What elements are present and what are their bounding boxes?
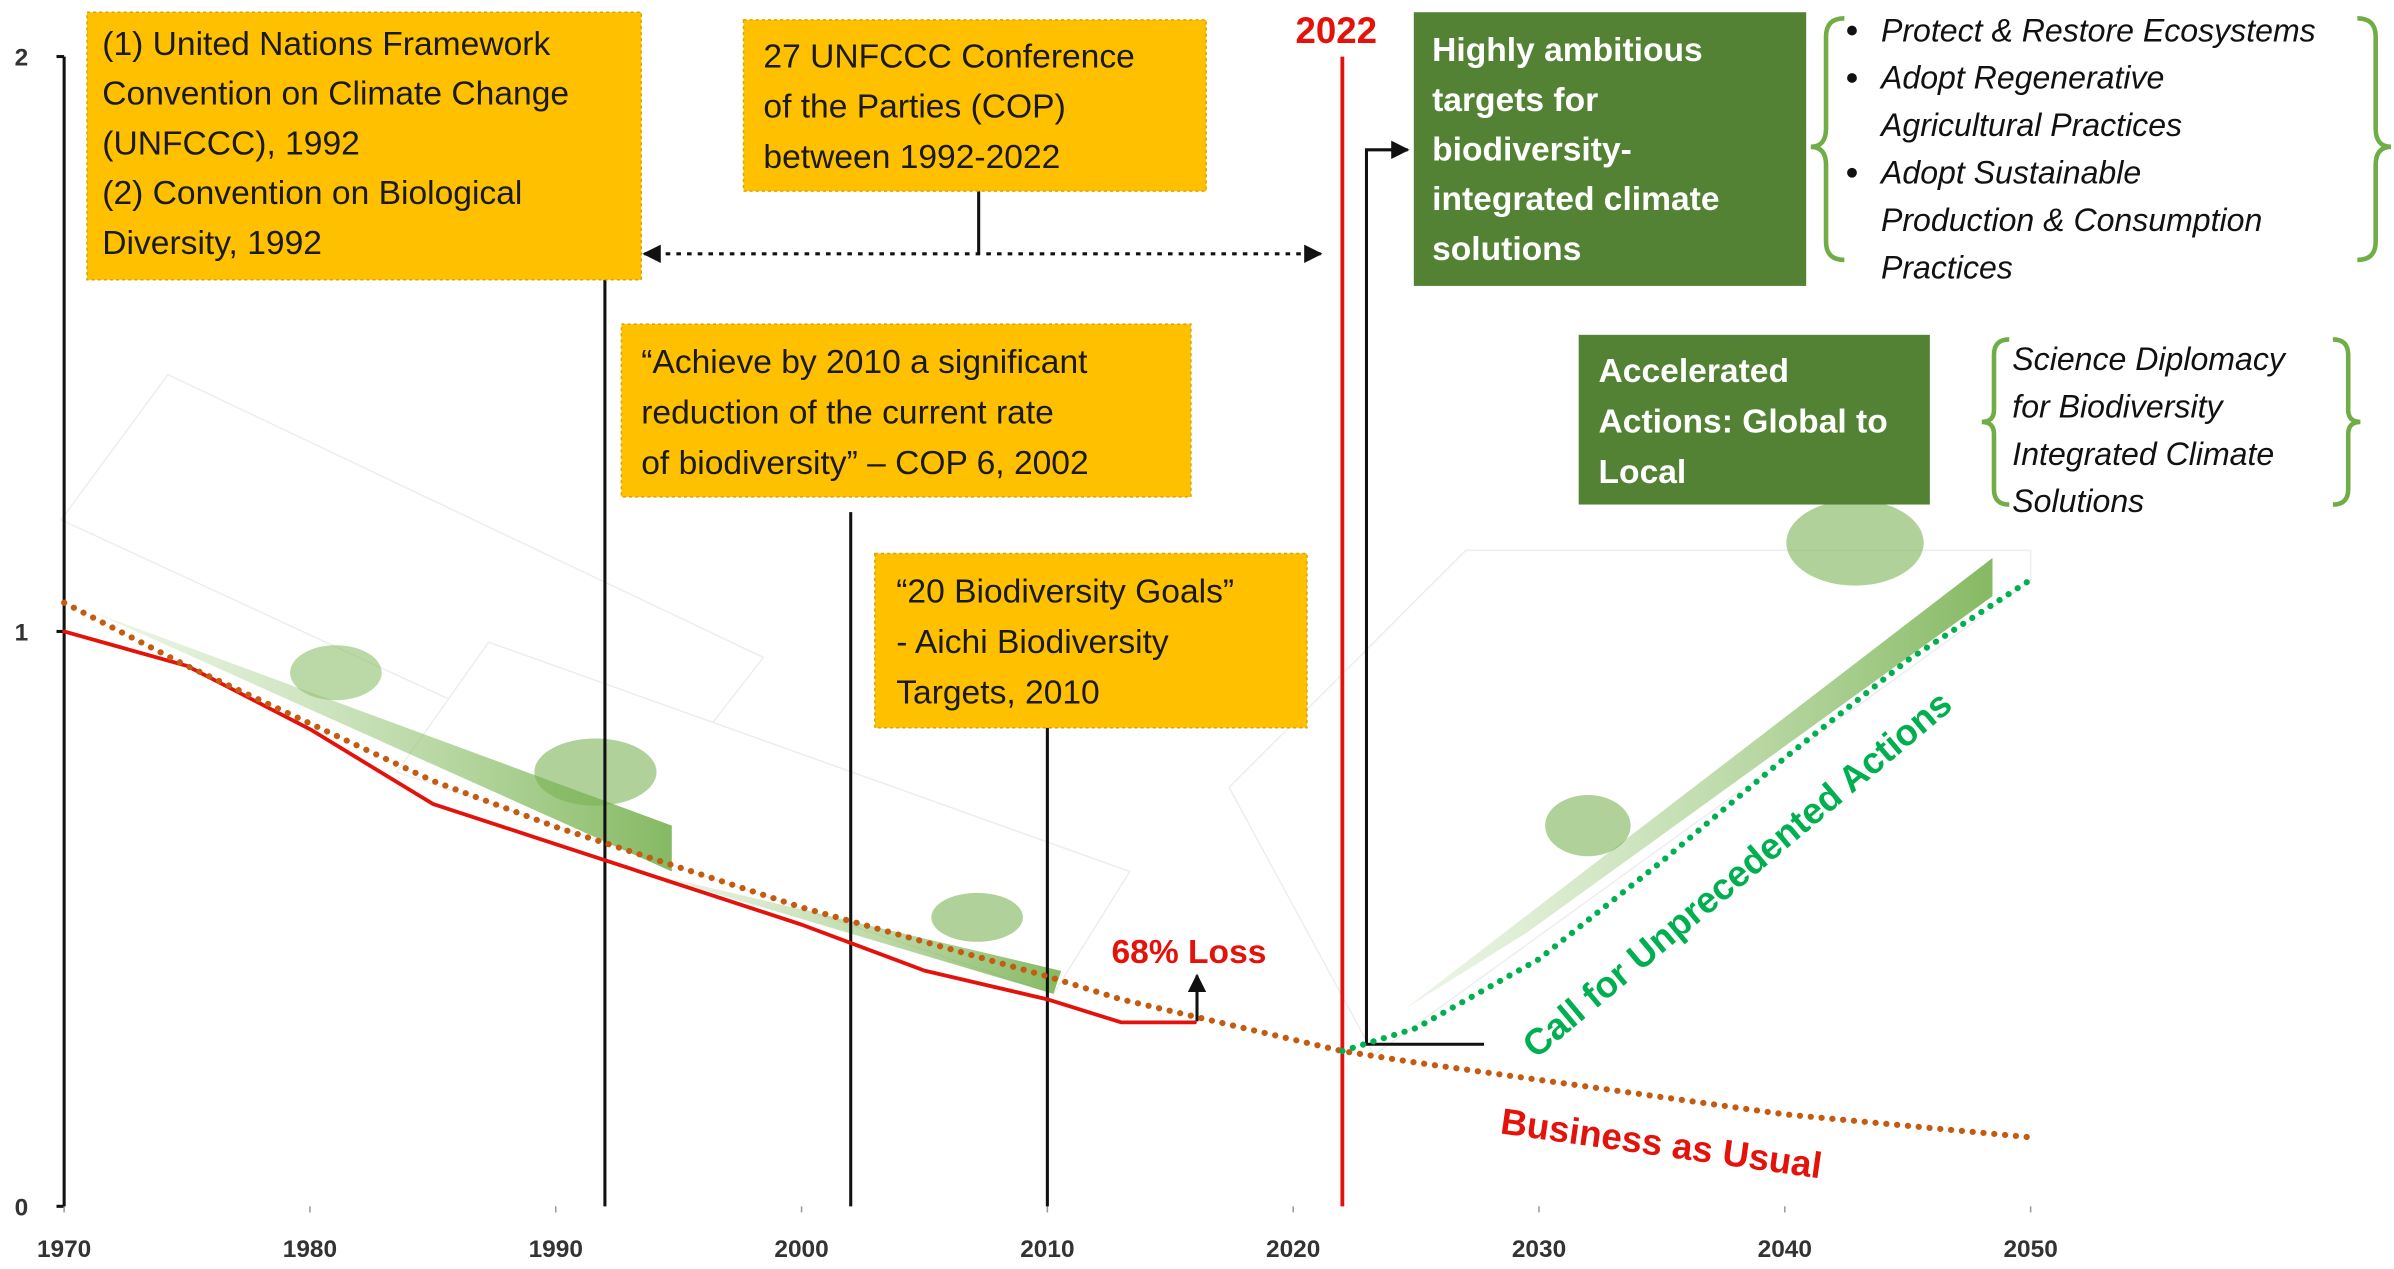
x-tick-label: 2030 <box>1512 1236 1566 1263</box>
annotation-line: Adopt Sustainable <box>1879 154 2141 190</box>
annotation-box <box>874 552 1308 729</box>
x-tick-label: 2000 <box>774 1236 828 1263</box>
annotation-line: Adopt Regenerative <box>1879 60 2164 96</box>
annotation-line: Integrated Climate <box>2012 436 2274 472</box>
series-line <box>61 599 2034 1141</box>
annotation-box <box>1413 12 1807 286</box>
loss-label: 68% Loss <box>1112 934 1267 971</box>
annotation-line: Diversity, 1992 <box>102 225 322 262</box>
photo-panel <box>1228 549 2032 1057</box>
x-tick-label: 2040 <box>1758 1236 1812 1263</box>
illustration <box>59 373 2032 1057</box>
annotation-line: Practices <box>1881 249 2013 285</box>
y-tick-label: 1 <box>15 620 29 647</box>
tree-silhouette <box>931 892 1023 942</box>
annotation: Accelerated Actions: Global to Local <box>1578 334 1930 505</box>
annotation-line: Production & Consumption <box>1881 202 2262 238</box>
tree-silhouette <box>1786 499 1924 586</box>
left-brace <box>1981 337 2010 507</box>
annotation-line: (UNFCCC), 1992 <box>102 125 360 162</box>
annotation-line: “20 Biodiversity Goals” <box>896 573 1234 610</box>
tree-silhouette <box>534 738 657 806</box>
left-brace <box>1810 16 1845 263</box>
annotation-line: “Achieve by 2010 a significant <box>641 344 1088 381</box>
annotation-line: 27 UNFCCC Conference <box>763 38 1134 75</box>
annotation: Highly ambitious targets for biodiversity-… <box>1413 12 1807 286</box>
annotation-box <box>86 11 643 281</box>
tree-silhouette <box>1545 795 1631 857</box>
annotation-line: Targets, 2010 <box>896 674 1100 711</box>
annotation-box <box>620 323 1192 498</box>
annotation-line: Actions: Global to <box>1599 404 1888 441</box>
x-tick-label: 2010 <box>1020 1236 1074 1263</box>
annotation: (1) United Nations Framework Convention o… <box>86 11 643 281</box>
annotation-line: Solutions <box>2012 483 2144 519</box>
annotation: “20 Biodiversity Goals” - Aichi Biodivers… <box>874 552 1308 729</box>
right-brace <box>2332 337 2361 507</box>
annotation-line: Science Diplomacy <box>2012 341 2287 377</box>
y-tick-label: 2 <box>15 45 29 72</box>
tree-silhouette <box>290 645 382 701</box>
annotation-line: biodiversity- <box>1432 132 1632 169</box>
annotation-line: Protect & Restore Ecosystems <box>1881 12 2316 48</box>
annotation-line: between 1992-2022 <box>763 139 1060 176</box>
annotation-line: (1) United Nations Framework <box>102 26 550 63</box>
annotation-line: of the Parties (COP) <box>763 89 1065 126</box>
series-line <box>1339 576 2034 1055</box>
bullet <box>1847 25 1857 36</box>
connectors <box>642 140 1485 1046</box>
ground-wedge <box>1404 558 1993 1010</box>
right-brace <box>2357 16 2392 263</box>
annotation-line: - Aichi Biodiversity <box>896 624 1169 661</box>
annotation: Protect & Restore Ecosystems Adopt Regene… <box>1847 12 2316 285</box>
annotation-line: (2) Convention on Biological <box>102 175 522 212</box>
annotation-line: reduction of the current rate <box>641 394 1054 431</box>
annotation-line: for Biodiversity <box>2012 388 2224 424</box>
event-year: 2022 <box>1295 10 1376 51</box>
x-tick-label: 2050 <box>2003 1236 2057 1263</box>
bullet <box>1847 167 1857 178</box>
annotation-line: Agricultural Practices <box>1879 107 2182 143</box>
x-tick-label: 2020 <box>1266 1236 1320 1263</box>
annotation-line: Convention on Climate Change <box>102 76 569 113</box>
annotation-box <box>742 19 1207 192</box>
annotation-line: Accelerated <box>1599 353 1789 390</box>
annotation: Science Diplomacy for Biodiversity Integra… <box>2012 341 2287 519</box>
annotation: “Achieve by 2010 a significant reduction … <box>620 323 1192 498</box>
x-tick-label: 1980 <box>283 1236 337 1263</box>
annotation-line: targets for <box>1432 82 1598 119</box>
annotation-line: of biodiversity” – COP 6, 2002 <box>641 445 1088 482</box>
bullet <box>1847 73 1857 83</box>
y-tick-label: 0 <box>15 1194 29 1221</box>
x-tick-label: 1970 <box>37 1236 91 1263</box>
annotation-line: solutions <box>1432 231 1581 268</box>
annotation-line: Highly ambitious <box>1432 32 1703 69</box>
series-line <box>62 629 1197 1025</box>
x-tick-label: 1990 <box>529 1236 583 1263</box>
annotation-box <box>1578 334 1930 505</box>
annotation-line: integrated climate <box>1432 181 1719 218</box>
target-bracket <box>1364 140 1485 1046</box>
annotation: 27 UNFCCC Conference of the Parties (COP)… <box>742 19 1207 192</box>
braces <box>1810 16 2392 507</box>
annotation-line: Local <box>1599 454 1687 491</box>
ground-wedge <box>91 611 672 872</box>
